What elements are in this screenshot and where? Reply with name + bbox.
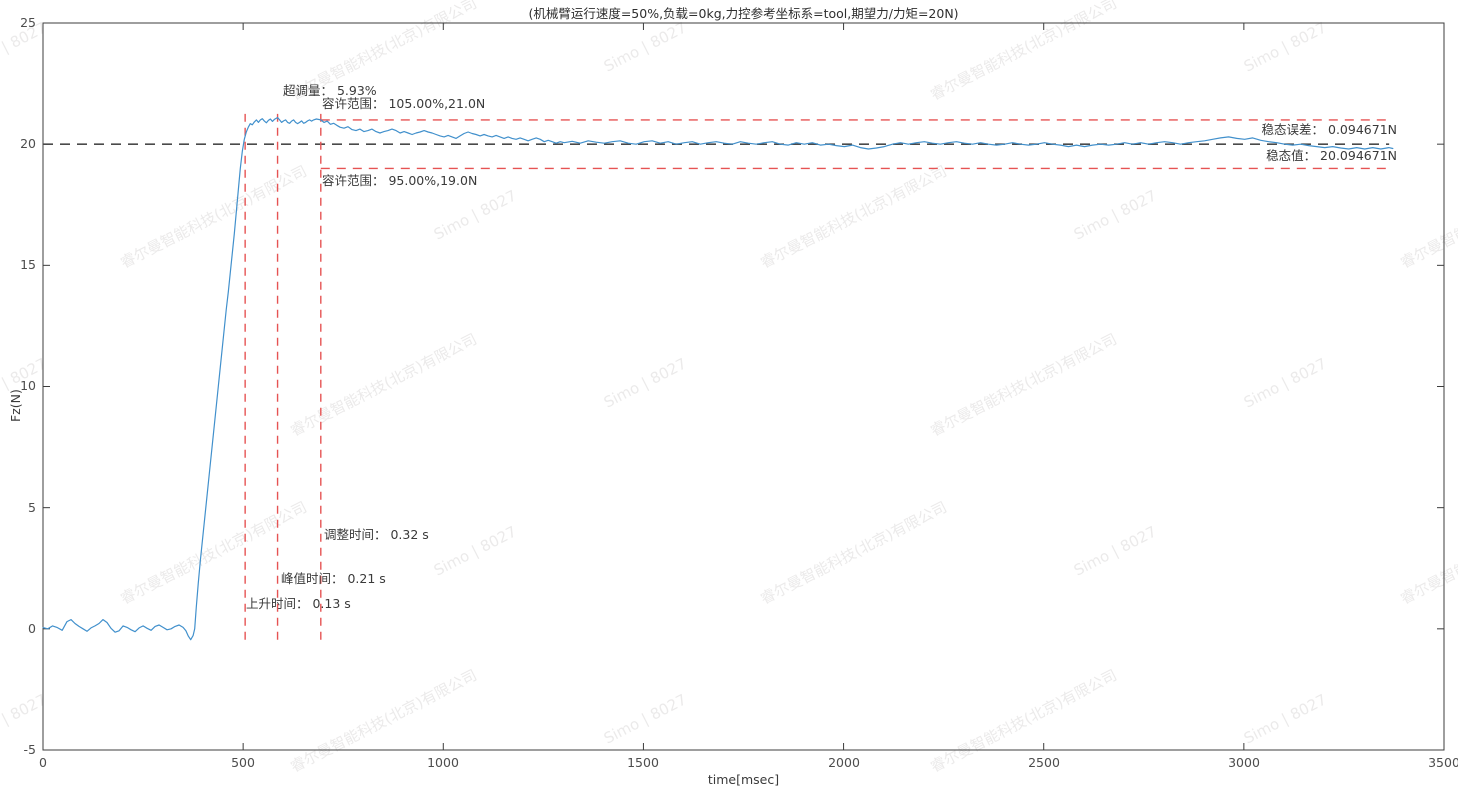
- tolerance-lower-annotation: 容许范围： 95.00%,19.0N: [322, 173, 478, 188]
- peak-time-annotation: 峰值时间： 0.21 s: [281, 571, 386, 586]
- x-tick-label: 0: [39, 755, 47, 770]
- x-tick-label: 3500: [1428, 755, 1458, 770]
- x-tick-label: 2500: [1028, 755, 1060, 770]
- chart-title: (机械臂运行速度=50%,负载=0kg,力控参考坐标系=tool,期望力/力矩=…: [528, 6, 959, 21]
- tolerance-upper-annotation: 容许范围： 105.00%,21.0N: [322, 96, 486, 111]
- x-tick-label: 3000: [1228, 755, 1260, 770]
- x-tick-label: 1000: [427, 755, 459, 770]
- y-tick-label: 20: [20, 136, 36, 151]
- steady-error-annotation: 稳态误差： 0.094671N: [1261, 122, 1397, 137]
- x-tick-label: 1500: [627, 755, 659, 770]
- y-tick-label: 15: [20, 257, 36, 272]
- x-tick-label: 500: [231, 755, 255, 770]
- x-axis-label: time[msec]: [707, 772, 780, 787]
- force-curve: [42, 116, 1394, 641]
- y-axis-label: Fz(N): [8, 389, 23, 422]
- plot-border: [42, 22, 1445, 751]
- y-tick-label: 5: [28, 500, 36, 515]
- steady-value-annotation: 稳态值： 20.094671N: [1266, 148, 1397, 163]
- rise-time-annotation: 上升时间： 0.13 s: [246, 596, 351, 611]
- y-tick-label: -5: [23, 742, 36, 757]
- settling-time-annotation: 调整时间： 0.32 s: [324, 527, 429, 542]
- y-tick-label: 25: [20, 15, 36, 30]
- overshoot-annotation: 超调量： 5.93%: [283, 83, 377, 98]
- x-tick-label: 2000: [828, 755, 860, 770]
- y-tick-label: 10: [20, 378, 36, 393]
- y-tick-label: 0: [28, 621, 36, 636]
